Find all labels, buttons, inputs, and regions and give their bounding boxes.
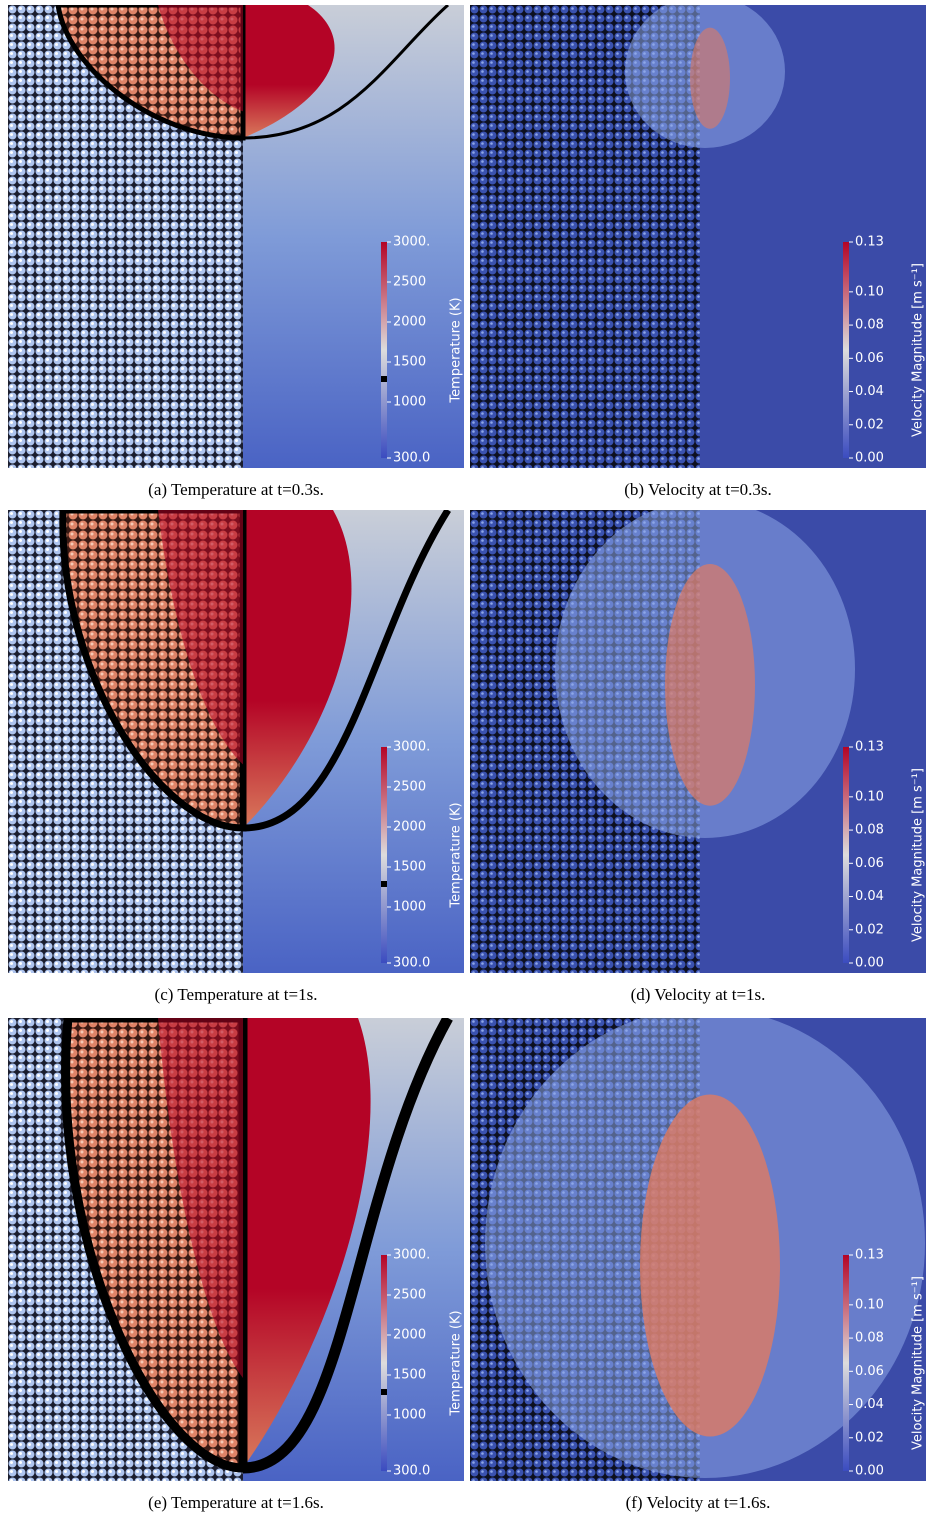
colorbar-tick-label: 0.10 (855, 284, 884, 299)
flow-core (665, 564, 755, 806)
caption: (e) Temperature at t=1.6s. (148, 1493, 324, 1512)
colorbar-tick-label: 0.13 (855, 235, 884, 250)
simulation-panel: 0.13 0.10 0.08 0.06 0.04 0.02 0.00 Velocity Mag… (470, 510, 926, 973)
colorbar-tick-label: 0.04 (855, 889, 884, 904)
colorbar-tick-label: 0.04 (855, 1397, 884, 1412)
colorbar-tick-label: 0.02 (855, 922, 884, 937)
colorbar-tick-label: 1500 (393, 1368, 426, 1383)
colorbar-tick-label: 2500 (393, 780, 426, 795)
melt-core (158, 1018, 243, 1378)
colorbar-tick-label: 0.13 (855, 740, 884, 755)
colorbar-title: Velocity Magnitude [m s⁻¹] (911, 1276, 926, 1450)
colorbar-tick-label: 300.0 (393, 451, 430, 466)
melt-front (242, 5, 449, 140)
simulation-panel: 3000. 2500 2000 1500 1000 300.0 Temperature (K… (8, 510, 464, 973)
colorbar-tick-label: 3000. (393, 740, 430, 755)
colorbar-tick-label: 1000 (393, 395, 426, 410)
caption: (c) Temperature at t=1s. (154, 985, 318, 1004)
colorbar-title: Temperature (K) (449, 1310, 464, 1416)
colorbar (843, 747, 849, 963)
colorbar-tick-label: 0.10 (855, 1297, 884, 1312)
colorbar-title: Velocity Magnitude [m s⁻¹] (911, 768, 926, 942)
colorbar-tick-label: 3000. (393, 235, 430, 250)
colorbar-tick-label: 3000. (393, 1248, 430, 1263)
colorbar-tick-label: 0.00 (855, 451, 884, 466)
flow-core (640, 1094, 780, 1437)
simulation-panel: 3000. 2500 2000 1500 1000 300.0 Temperature (K… (8, 5, 464, 468)
colorbar-title: Temperature (K) (449, 297, 464, 403)
melt-region (243, 510, 352, 828)
colorbar (843, 242, 849, 458)
colorbar-tick-label: 2500 (393, 1288, 426, 1303)
colorbar-tick-label: 0.04 (855, 384, 884, 399)
colorbar-tick-label: 0.10 (855, 789, 884, 804)
caption: (f) Velocity at t=1.6s. (625, 1493, 771, 1512)
colorbar-tick-label: 300.0 (393, 1464, 430, 1479)
melt-region (243, 5, 335, 138)
colorbar-tick-label: 2000 (393, 820, 426, 835)
caption: (d) Velocity at t=1s. (630, 985, 766, 1004)
colorbar-tick-label: 300.0 (393, 956, 430, 971)
melt-core (158, 5, 243, 112)
caption: (a) Temperature at t=0.3s. (148, 480, 324, 499)
colorbar-tick-label: 1000 (393, 900, 426, 915)
colorbar-tick-label: 2000 (393, 1328, 426, 1343)
melt-front (242, 1018, 453, 1474)
melt-marker (381, 376, 387, 382)
colorbar-tick-label: 0.02 (855, 1430, 884, 1445)
colorbar (381, 1255, 387, 1471)
flow-core (690, 27, 730, 129)
colorbar-tick-label: 0.00 (855, 1464, 884, 1479)
colorbar-tick-label: 1500 (393, 355, 426, 370)
colorbar-tick-label: 0.08 (855, 1331, 884, 1346)
colorbar-tick-label: 0.06 (855, 1364, 884, 1379)
colorbar-tick-label: 1000 (393, 1408, 426, 1423)
colorbar-tick-label: 0.08 (855, 318, 884, 333)
colorbar-tick-label: 0.02 (855, 417, 884, 432)
melt-marker (381, 881, 387, 887)
melt-marker (381, 1389, 387, 1395)
colorbar-title: Velocity Magnitude [m s⁻¹] (911, 263, 926, 437)
simulation-panel: 0.13 0.10 0.08 0.06 0.04 0.02 0.00 Velocity Mag… (470, 5, 926, 468)
caption: (b) Velocity at t=0.3s. (624, 480, 772, 499)
colorbar-tick-label: 0.00 (855, 956, 884, 971)
colorbar (843, 1255, 849, 1471)
melt-front (242, 510, 451, 832)
colorbar-tick-label: 0.13 (855, 1248, 884, 1263)
colorbar-tick-label: 0.08 (855, 823, 884, 838)
colorbar-title: Temperature (K) (449, 802, 464, 908)
melt-core (158, 510, 243, 765)
colorbar-tick-label: 0.06 (855, 856, 884, 871)
colorbar-tick-label: 2500 (393, 275, 426, 290)
colorbar-tick-label: 0.06 (855, 351, 884, 366)
melt-region (243, 1018, 371, 1468)
colorbar (381, 242, 387, 458)
simulation-panel: 3000. 2500 2000 1500 1000 300.0 Temperature (K… (8, 1018, 464, 1481)
colorbar-tick-label: 2000 (393, 315, 426, 330)
colorbar (381, 747, 387, 963)
colorbar-tick-label: 1500 (393, 860, 426, 875)
simulation-panel: 0.13 0.10 0.08 0.06 0.04 0.02 0.00 Velocity Mag… (470, 1018, 926, 1481)
